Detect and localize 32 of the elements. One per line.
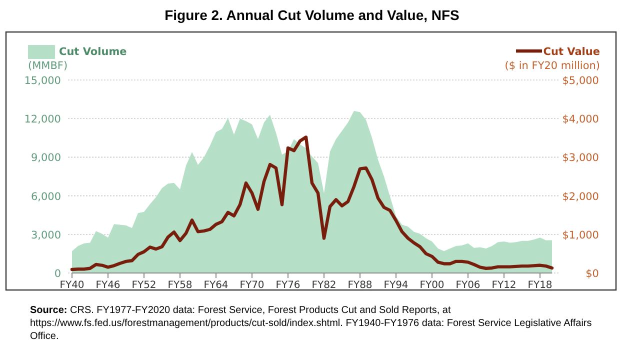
y2-tick-label: $5,000 — [562, 75, 599, 87]
y-tick-label: 6,000 — [30, 190, 61, 203]
y2-axis-title: ($ in FY20 million) — [504, 60, 600, 72]
legend-label: Cut Value — [543, 46, 600, 58]
y-tick-label: 0 — [54, 268, 61, 280]
y2-tick-label: $2,000 — [562, 190, 599, 203]
x-tick-label: FY88 — [348, 280, 372, 291]
y-tick-label: 3,000 — [30, 229, 61, 242]
y2-tick-label: $1,000 — [562, 229, 599, 242]
x-tick-label: FY18 — [528, 280, 552, 291]
y2-tick-label: $0 — [586, 268, 599, 280]
y2-tick-label: $4,000 — [562, 114, 599, 126]
y-tick-label: 9,000 — [30, 152, 61, 164]
x-tick-label: FY06 — [456, 280, 480, 291]
chart-title: Figure 2. Annual Cut Volume and Value, NFS — [164, 7, 460, 23]
x-tick-label: FY12 — [492, 280, 516, 291]
x-tick-label: FY46 — [96, 280, 120, 291]
legend-label: Cut Volume — [59, 46, 127, 58]
x-tick-label: FY76 — [276, 280, 300, 291]
y-tick-label: 12,000 — [24, 114, 61, 126]
y2-tick-label: $3,000 — [562, 152, 599, 164]
x-tick-label: FY64 — [204, 280, 228, 291]
x-tick-label: FY52 — [132, 280, 156, 291]
y-tick-label: 15,000 — [24, 75, 61, 87]
x-tick-label: FY40 — [60, 280, 84, 291]
x-tick-label: FY94 — [384, 280, 408, 291]
x-tick-label: FY58 — [168, 280, 192, 291]
source-note: Source: CRS. FY1977-FY2020 data: Forest Service, Forest Products Cut and Sold Reports, at https://www.fs.fed.us/forestmanagement/products/cut-sold/index.shtml. FY1940-FY1976 data: Forest Service Legislative Affairs Office. — [30, 304, 593, 343]
x-tick-label: FY70 — [240, 280, 264, 291]
x-tick-label: FY82 — [312, 280, 336, 291]
y-axis-title: (MMBF) — [28, 60, 68, 72]
x-tick-label: FY00 — [420, 280, 444, 291]
